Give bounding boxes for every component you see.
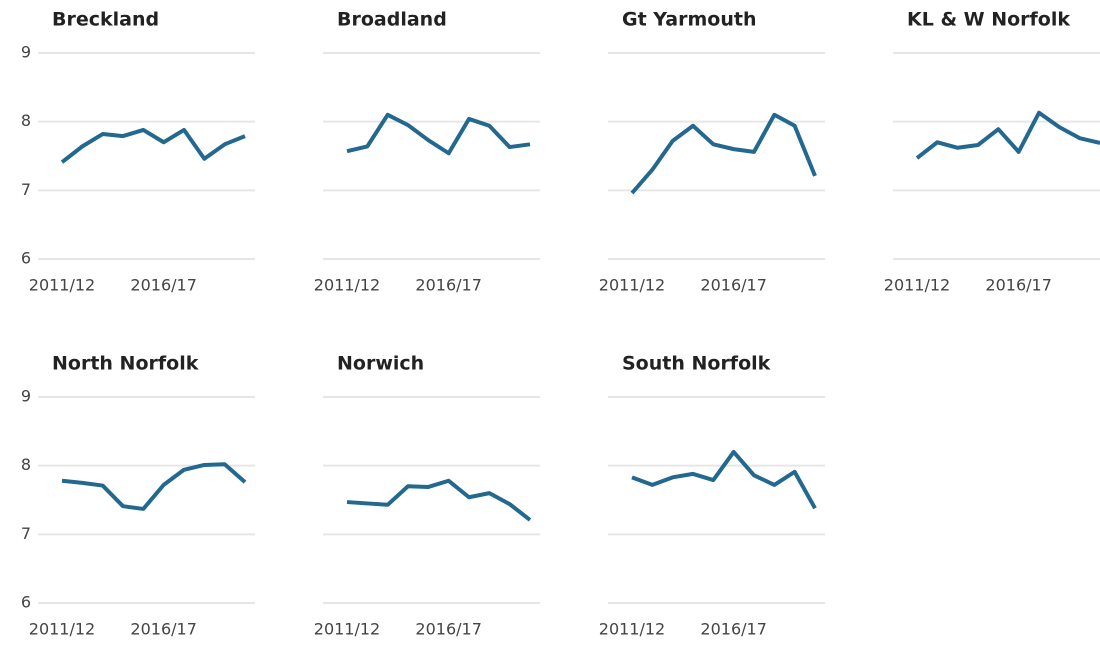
x-tick-label: 2011/12: [314, 276, 380, 295]
x-tick-label: 2016/17: [415, 276, 481, 295]
data-line: [61, 462, 247, 511]
data-line: [346, 112, 531, 156]
panel-title: North Norfolk: [52, 353, 199, 375]
y-tick-label: 8: [21, 455, 31, 474]
x-tick-label: 2016/17: [700, 276, 766, 295]
data-line: [915, 110, 1100, 160]
data-line: [631, 449, 817, 510]
y-tick-label: 6: [21, 593, 31, 612]
x-tick-label: 2011/12: [29, 620, 95, 639]
x-tick-label: 2011/12: [314, 620, 380, 639]
x-tick-label: 2011/12: [599, 620, 665, 639]
x-tick-label: 2016/17: [415, 620, 481, 639]
panel-title: South Norfolk: [622, 353, 771, 375]
x-tick-label: 2011/12: [884, 276, 950, 295]
y-tick-label: 9: [21, 387, 31, 406]
y-tick-label: 8: [21, 111, 31, 130]
y-tick-label: 7: [21, 180, 31, 199]
x-tick-label: 2016/17: [700, 620, 766, 639]
y-tick-label: 7: [21, 524, 31, 543]
panel-title: Gt Yarmouth: [622, 9, 756, 31]
x-tick-label: 2016/17: [130, 620, 196, 639]
panel-title: Breckland: [52, 9, 159, 31]
panel-title: KL & W Norfolk: [907, 9, 1070, 31]
x-tick-label: 2016/17: [130, 276, 196, 295]
data-line: [346, 478, 532, 522]
x-tick-label: 2011/12: [599, 276, 665, 295]
data-line: [630, 112, 817, 195]
y-tick-label: 6: [21, 249, 31, 268]
data-line: [60, 127, 246, 164]
x-tick-label: 2011/12: [29, 276, 95, 295]
y-tick-label: 9: [21, 43, 31, 62]
panel-title: Norwich: [337, 353, 424, 375]
panel-title: Broadland: [337, 9, 447, 31]
x-tick-label: 2016/17: [985, 276, 1051, 295]
